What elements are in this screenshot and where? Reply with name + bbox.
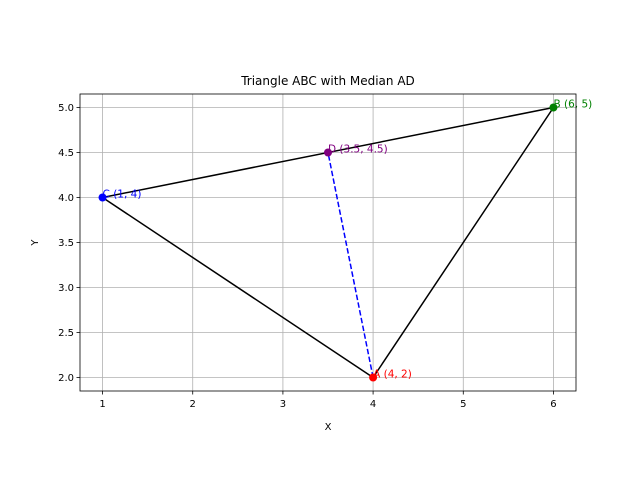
x-axis-label: X bbox=[325, 422, 332, 433]
y-tick-label: 4.0 bbox=[58, 193, 74, 204]
point-a-marker bbox=[369, 373, 378, 382]
point-labels: A (4, 2) B (6, 5) C (1, 4) D (3.5, 4.5) bbox=[103, 99, 593, 381]
point-c-label: C (1, 4) bbox=[103, 189, 142, 201]
y-tick-label: 2.0 bbox=[58, 373, 74, 384]
x-tick-label: 1 bbox=[99, 399, 105, 410]
axis-ticks: 1 2 3 4 5 6 2.0 2.5 3.0 3.5 4.0 4.5 5.0 bbox=[58, 103, 557, 410]
x-tick-label: 3 bbox=[280, 399, 286, 410]
point-d-label: D (3.5, 4.5) bbox=[328, 144, 388, 156]
point-c-marker bbox=[98, 193, 107, 202]
y-tick-label: 2.5 bbox=[58, 328, 74, 339]
y-axis-label: Y bbox=[30, 239, 41, 247]
point-b-marker bbox=[549, 103, 558, 112]
x-tick-label: 5 bbox=[460, 399, 466, 410]
y-tick-label: 3.5 bbox=[58, 238, 74, 249]
x-tick-label: 6 bbox=[550, 399, 556, 410]
chart-title: Triangle ABC with Median AD bbox=[240, 74, 415, 88]
median-ad-line bbox=[327, 152, 374, 378]
x-tick-label: 2 bbox=[190, 399, 196, 410]
point-d-marker bbox=[324, 148, 332, 157]
y-tick-label: 3.0 bbox=[58, 283, 74, 294]
point-a-label: A (4, 2) bbox=[373, 369, 412, 381]
x-tick-label: 4 bbox=[370, 399, 376, 410]
data-points bbox=[98, 103, 558, 382]
y-tick-label: 4.5 bbox=[58, 148, 74, 159]
y-tick-label: 5.0 bbox=[58, 103, 74, 114]
point-b-label: B (6, 5) bbox=[553, 99, 592, 111]
